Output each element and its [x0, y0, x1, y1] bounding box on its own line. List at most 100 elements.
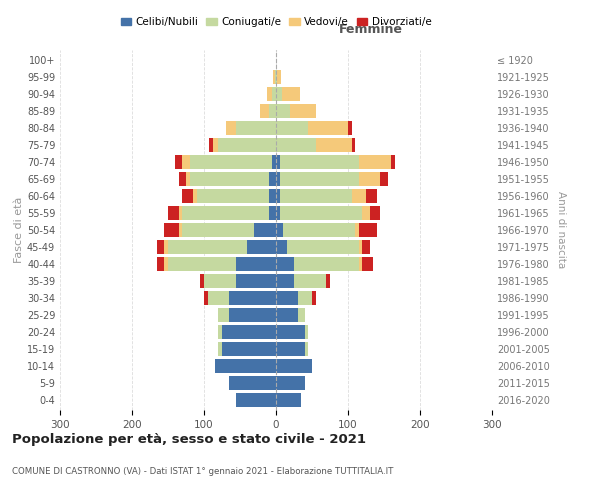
Bar	[362, 256, 373, 271]
Text: COMUNE DI CASTRONNO (VA) - Dati ISTAT 1° gennaio 2021 - Elaborazione TUTTITALIA.: COMUNE DI CASTRONNO (VA) - Dati ISTAT 1°…	[12, 468, 394, 476]
Bar	[182, 206, 269, 220]
Bar	[179, 223, 182, 237]
Bar	[362, 240, 370, 254]
Bar	[157, 240, 164, 254]
Bar	[305, 342, 308, 356]
Bar	[276, 290, 298, 305]
Bar	[218, 324, 222, 339]
Bar	[391, 155, 395, 170]
Bar	[204, 290, 208, 305]
Bar	[290, 104, 316, 118]
Bar	[362, 206, 370, 220]
Bar	[366, 189, 377, 204]
Bar	[269, 172, 276, 186]
Bar	[280, 206, 362, 220]
Bar	[226, 121, 236, 136]
Bar	[316, 138, 352, 152]
Bar	[277, 70, 281, 84]
Bar	[276, 274, 294, 288]
Bar	[276, 121, 308, 136]
Bar	[222, 324, 276, 339]
Bar	[236, 256, 276, 271]
Y-axis label: Fasce di età: Fasce di età	[14, 197, 24, 263]
Bar	[275, 70, 276, 84]
Bar	[276, 189, 280, 204]
Bar	[276, 308, 298, 322]
Bar	[157, 256, 164, 271]
Bar	[276, 376, 305, 390]
Bar	[280, 155, 359, 170]
Bar	[280, 189, 352, 204]
Bar	[312, 290, 316, 305]
Bar	[208, 290, 229, 305]
Legend: Celibi/Nubili, Coniugati/e, Vedovi/e, Divorziati/e: Celibi/Nubili, Coniugati/e, Vedovi/e, Di…	[116, 12, 436, 31]
Bar	[294, 256, 359, 271]
Bar	[164, 240, 168, 254]
Bar	[212, 138, 218, 152]
Bar	[193, 189, 197, 204]
Bar	[305, 324, 308, 339]
Bar	[276, 240, 287, 254]
Bar	[276, 172, 280, 186]
Bar	[359, 223, 377, 237]
Bar	[276, 324, 305, 339]
Bar	[359, 172, 380, 186]
Bar	[276, 223, 283, 237]
Bar	[186, 172, 190, 186]
Bar	[276, 342, 305, 356]
Bar	[294, 274, 326, 288]
Bar	[168, 240, 247, 254]
Bar	[272, 87, 276, 102]
Bar	[282, 87, 300, 102]
Bar	[182, 155, 190, 170]
Bar	[247, 240, 276, 254]
Text: Femmine: Femmine	[339, 22, 403, 36]
Bar	[229, 308, 276, 322]
Bar	[179, 172, 186, 186]
Bar	[308, 121, 348, 136]
Bar	[254, 223, 276, 237]
Bar	[190, 172, 269, 186]
Bar	[276, 256, 294, 271]
Bar	[276, 392, 301, 407]
Bar	[218, 138, 276, 152]
Bar	[380, 172, 388, 186]
Bar	[352, 138, 355, 152]
Bar	[164, 223, 179, 237]
Bar	[276, 206, 280, 220]
Bar	[276, 358, 312, 373]
Bar	[164, 256, 168, 271]
Bar	[260, 104, 269, 118]
Bar	[182, 189, 193, 204]
Bar	[280, 172, 359, 186]
Bar	[273, 70, 275, 84]
Bar	[218, 308, 229, 322]
Bar	[266, 87, 272, 102]
Bar	[276, 70, 277, 84]
Bar	[229, 290, 276, 305]
Bar	[190, 155, 272, 170]
Bar	[359, 155, 391, 170]
Bar	[272, 155, 276, 170]
Text: Popolazione per età, sesso e stato civile - 2021: Popolazione per età, sesso e stato civil…	[12, 432, 366, 446]
Bar	[209, 138, 212, 152]
Bar	[276, 87, 282, 102]
Bar	[218, 342, 222, 356]
Bar	[197, 189, 269, 204]
Bar	[168, 206, 179, 220]
Bar	[283, 223, 355, 237]
Bar	[236, 392, 276, 407]
Bar	[236, 121, 276, 136]
Bar	[175, 155, 182, 170]
Bar	[222, 342, 276, 356]
Y-axis label: Anni di nascita: Anni di nascita	[556, 192, 566, 268]
Bar	[370, 206, 380, 220]
Bar	[359, 240, 362, 254]
Bar	[287, 240, 359, 254]
Bar	[168, 256, 236, 271]
Bar	[236, 274, 276, 288]
Bar	[229, 376, 276, 390]
Bar	[179, 206, 182, 220]
Bar	[269, 206, 276, 220]
Bar	[326, 274, 330, 288]
